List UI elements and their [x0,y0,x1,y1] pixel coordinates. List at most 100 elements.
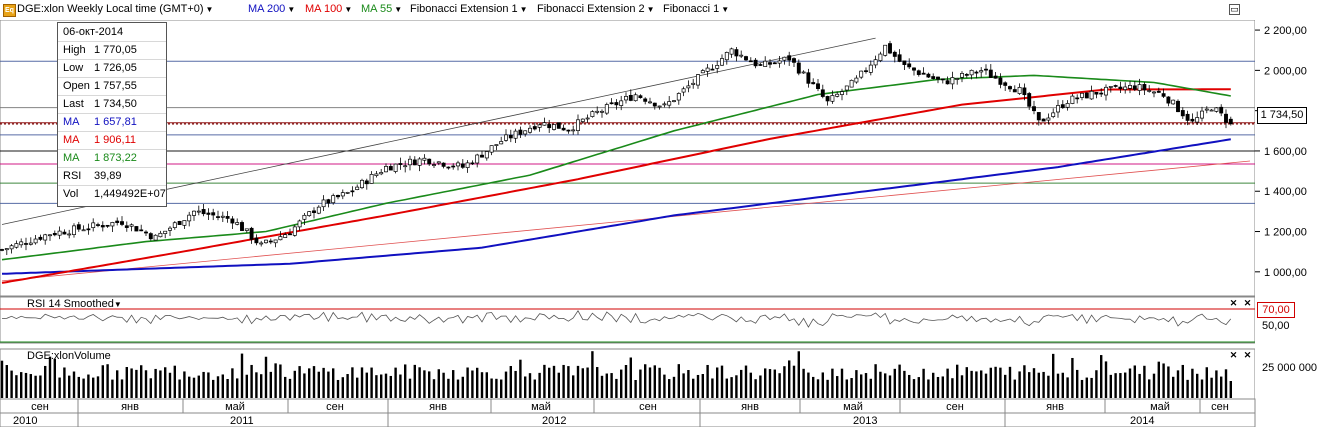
data-window-key: Last [63,98,84,110]
candle-body [288,233,292,236]
data-window-row: RSI 39,89 [58,167,166,186]
candle-body [115,220,120,223]
candle-body [96,224,100,226]
chart-title[interactable]: DGE:xlon Weekly Local time (GMT+0) ▼ [17,3,214,15]
rsi-tick-label: 50,00 [1262,320,1290,332]
volume-bar [1056,373,1060,398]
volume-bar [365,372,368,398]
candle-body [316,206,321,214]
legend-ma200[interactable]: MA 200 ▼ [248,3,296,15]
legend-fib-extension-1[interactable]: Fibonacci Extension 1 ▼ [410,3,528,15]
instrument-icon[interactable]: Eq [3,4,16,17]
rsi-panel-title[interactable]: RSI 14 Smoothed▼ [27,298,122,310]
volume-bar [154,368,157,398]
volume-bar [596,367,599,398]
legend-fibonacci-1[interactable]: Fibonacci 1 ▼ [663,3,730,15]
volume-bar [1148,379,1151,398]
candle-body [628,94,633,101]
volume-bar [1080,379,1084,398]
candle-body [43,234,48,241]
volume-bar [1143,365,1146,398]
close-icon[interactable]: ✕ [1229,298,1238,308]
candle-body [552,124,556,130]
candle-body [388,166,393,171]
candle-body [1003,82,1008,86]
close-icon[interactable]: ✕ [1243,350,1252,360]
volume-bar [178,379,181,398]
volume-bar [495,378,498,398]
volume-bar [552,365,556,398]
candle-body [753,59,758,67]
volume-bar [452,370,455,398]
candle-body [940,78,945,81]
ma55-line [1,74,1231,261]
volume-bar [1124,372,1127,398]
volume-bar [1028,372,1031,398]
volume-bar [212,379,215,398]
volume-bar [975,371,978,398]
volume-bar [432,379,436,398]
volume-bar [744,365,748,398]
volume-bar [711,378,714,398]
candle-body [297,220,302,228]
volume-bar [356,377,359,398]
candle-body [1171,99,1176,105]
volume-bar [639,369,642,398]
y-tick-label: 2 200,00 [1264,25,1307,37]
candle-body [974,71,979,74]
candle-body [182,220,187,226]
candle-body [139,229,144,232]
candle-body [744,56,748,61]
volume-bar [264,356,268,398]
candle-body [1022,87,1027,96]
data-window-row: Vol 1,449492E+07 [58,185,166,203]
volume-bar [116,370,119,398]
close-icon[interactable]: ✕ [1229,350,1238,360]
volume-bar [1210,377,1213,398]
volume-bar [836,376,839,398]
volume-bar [984,373,988,398]
data-window-row: MA 1 873,22 [58,149,166,168]
close-icon[interactable]: ✕ [1243,298,1252,308]
volume-bar [860,374,863,398]
legend-ma55[interactable]: MA 55 ▼ [361,3,403,15]
candle-body [1113,85,1118,87]
volume-bar [783,366,786,398]
volume-bar [15,375,18,398]
volume-panel-title[interactable]: DGE:xlonVolume [27,350,111,362]
candle-body [52,232,57,236]
volume-bar [44,365,47,398]
candle-body [1108,86,1113,88]
volume-bar [29,374,32,398]
candle-body [9,245,14,250]
volume-bar [965,367,968,398]
candle-body [724,52,729,61]
candle-body [585,117,590,120]
legend-fib-extension-2[interactable]: Fibonacci Extension 2 ▼ [537,3,655,15]
candle-body [384,166,388,173]
candle-body [1152,91,1156,94]
candle-body [547,124,552,129]
legend-ma100[interactable]: MA 100 ▼ [305,3,353,15]
candle-body [355,186,360,190]
candle-body [542,122,547,126]
volume-bar [1196,373,1199,398]
candle-body [1176,100,1180,113]
volume-bar [514,370,517,398]
candle-body [705,67,710,72]
candle-body [979,70,984,73]
candle-body [844,85,849,91]
volume-bar [245,374,248,398]
x-year-label: 2014 [1130,415,1154,427]
candle-body [508,134,513,139]
volume-bar [418,367,421,398]
candle-body [283,234,288,238]
candle-body [811,82,816,85]
maximize-icon[interactable]: ▭ [1229,4,1240,15]
volume-bar [389,375,392,398]
volume-bar [548,367,551,398]
candle-body [1219,106,1224,114]
candle-body [1142,84,1147,91]
candle-body [921,72,926,75]
volume-bar [730,377,733,398]
